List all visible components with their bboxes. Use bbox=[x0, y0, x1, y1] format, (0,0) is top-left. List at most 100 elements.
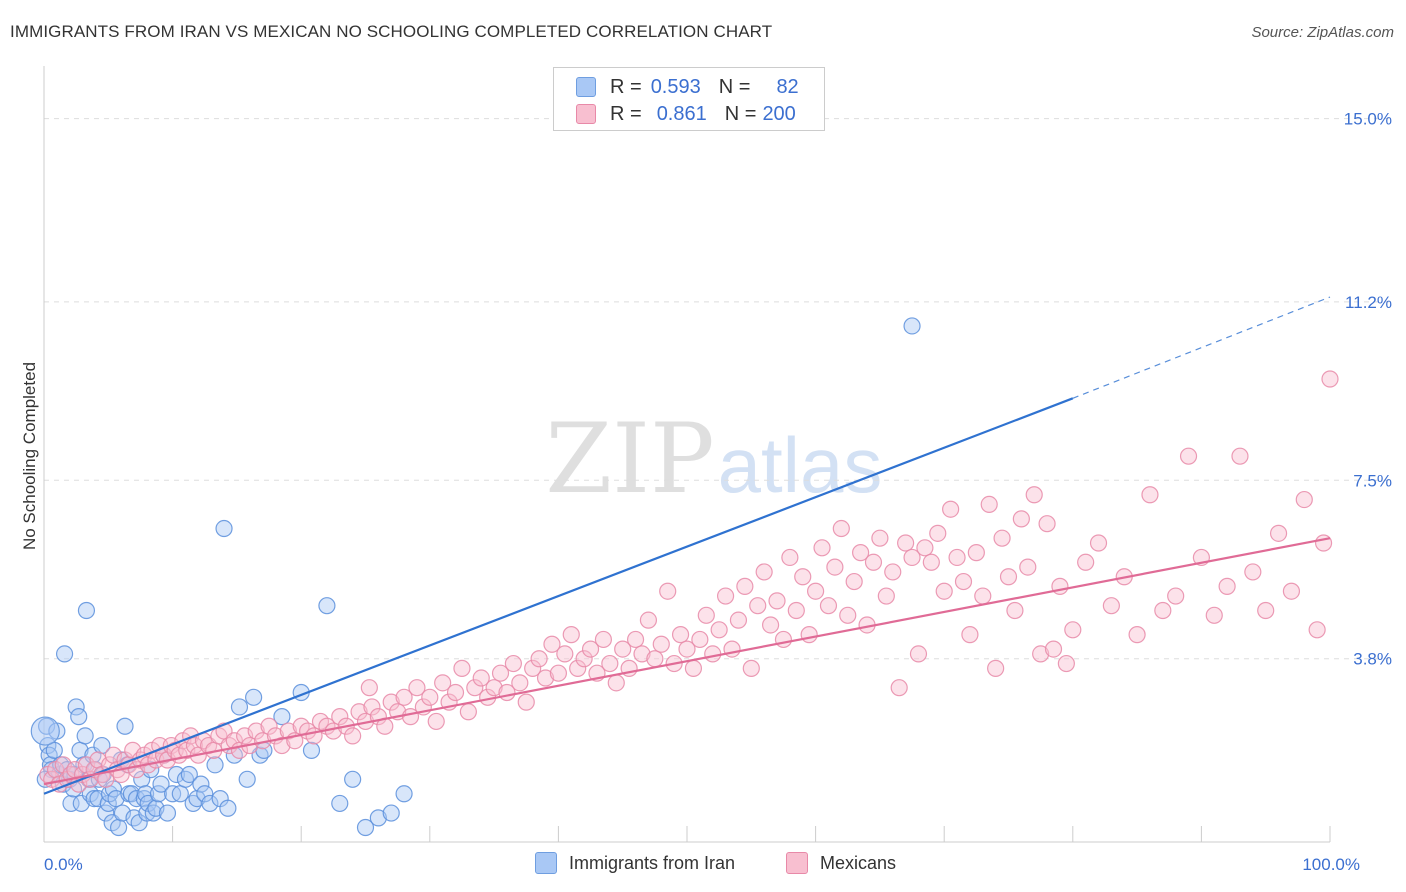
data-point bbox=[302, 741, 321, 759]
data-point bbox=[1038, 515, 1056, 533]
data-point bbox=[201, 794, 219, 813]
data-point bbox=[787, 601, 805, 620]
legend-swatch-iran bbox=[576, 77, 596, 97]
data-point bbox=[230, 698, 249, 716]
data-point bbox=[871, 529, 889, 547]
data-point bbox=[215, 519, 233, 538]
data-point bbox=[382, 804, 400, 822]
data-point bbox=[903, 548, 921, 567]
data-point bbox=[77, 601, 96, 620]
data-point bbox=[158, 804, 177, 822]
data-point bbox=[55, 645, 74, 663]
data-point bbox=[1141, 486, 1159, 504]
data-point bbox=[594, 630, 613, 649]
data-point bbox=[446, 683, 465, 702]
data-point bbox=[678, 640, 696, 658]
data-point bbox=[472, 669, 490, 687]
x-tick-label: 0.0% bbox=[44, 855, 83, 874]
bottom-legend-iran: Immigrants from Iran bbox=[535, 852, 735, 874]
data-point bbox=[395, 785, 413, 803]
data-point bbox=[1089, 534, 1108, 552]
data-point bbox=[826, 558, 844, 576]
data-point bbox=[614, 640, 632, 658]
legend-r-value: 0.593 bbox=[650, 75, 701, 98]
data-point bbox=[360, 679, 378, 697]
data-point bbox=[601, 654, 619, 673]
data-point bbox=[832, 519, 850, 538]
data-point bbox=[356, 818, 375, 837]
data-point bbox=[1102, 597, 1120, 615]
data-point bbox=[247, 722, 265, 740]
data-point bbox=[185, 736, 204, 755]
data-point bbox=[427, 712, 445, 731]
data-point bbox=[581, 640, 600, 658]
data-point bbox=[543, 635, 561, 653]
legend-row-iran: R = 0.593 N = 82 bbox=[576, 74, 799, 100]
data-point bbox=[1167, 587, 1185, 605]
data-point bbox=[768, 592, 786, 610]
data-point bbox=[369, 809, 387, 827]
data-point bbox=[575, 650, 593, 668]
data-point bbox=[852, 544, 870, 562]
data-point bbox=[935, 582, 953, 600]
data-point bbox=[909, 645, 928, 663]
data-point bbox=[1019, 558, 1037, 576]
data-point bbox=[813, 539, 831, 557]
data-point bbox=[800, 626, 818, 644]
data-point bbox=[864, 553, 883, 571]
axes bbox=[43, 66, 1331, 843]
data-point bbox=[929, 524, 947, 542]
correlation-legend: R = 0.593 N = 82 R = 0.861 N = 200 bbox=[553, 67, 825, 131]
bottom-legend-label-mexicans: Mexicans bbox=[820, 852, 897, 873]
data-point bbox=[549, 664, 568, 682]
data-point bbox=[524, 659, 542, 677]
data-point bbox=[761, 616, 780, 634]
trend-lines bbox=[43, 296, 1331, 795]
data-point bbox=[109, 818, 128, 837]
data-point bbox=[279, 722, 297, 740]
data-point bbox=[485, 679, 503, 697]
data-point bbox=[318, 597, 336, 615]
data-point bbox=[273, 708, 291, 726]
data-point bbox=[149, 785, 168, 803]
data-point bbox=[136, 785, 155, 803]
data-point bbox=[1269, 524, 1288, 542]
data-point bbox=[639, 611, 658, 629]
data-point bbox=[344, 727, 362, 745]
data-point bbox=[749, 597, 767, 615]
data-point bbox=[511, 674, 529, 692]
data-point bbox=[1257, 601, 1275, 620]
data-point bbox=[167, 765, 186, 784]
data-point bbox=[530, 650, 548, 668]
data-point bbox=[556, 645, 574, 663]
legend-n-value: 82 bbox=[776, 75, 799, 98]
data-point bbox=[961, 626, 979, 644]
data-point bbox=[819, 597, 838, 615]
chart-title: IMMIGRANTS FROM IRAN VS MEXICAN NO SCHOO… bbox=[10, 22, 773, 41]
data-point bbox=[382, 693, 400, 711]
data-point bbox=[967, 544, 985, 562]
legend-r-label: R = bbox=[610, 75, 642, 98]
y-axis-label: No Schooling Completed bbox=[20, 362, 39, 550]
data-point bbox=[652, 635, 670, 653]
data-point bbox=[704, 645, 722, 663]
bottom-legend-swatch-iran bbox=[535, 852, 557, 874]
data-point bbox=[954, 572, 973, 591]
data-point bbox=[1012, 510, 1030, 528]
grid-lines bbox=[44, 118, 1392, 660]
data-point bbox=[948, 548, 966, 567]
data-point bbox=[1077, 553, 1095, 571]
data-point bbox=[569, 659, 587, 677]
data-point bbox=[781, 548, 799, 567]
data-point bbox=[993, 529, 1011, 547]
y-tick-label: 7.5% bbox=[1353, 471, 1392, 490]
data-point bbox=[1154, 601, 1172, 620]
legend-r-label: R = bbox=[610, 102, 642, 125]
zipatlas-watermark: ZIP atlas bbox=[545, 403, 882, 515]
data-point bbox=[684, 659, 703, 677]
data-point bbox=[742, 659, 760, 677]
data-point bbox=[626, 630, 645, 649]
data-point bbox=[107, 789, 125, 808]
data-point bbox=[192, 775, 210, 793]
